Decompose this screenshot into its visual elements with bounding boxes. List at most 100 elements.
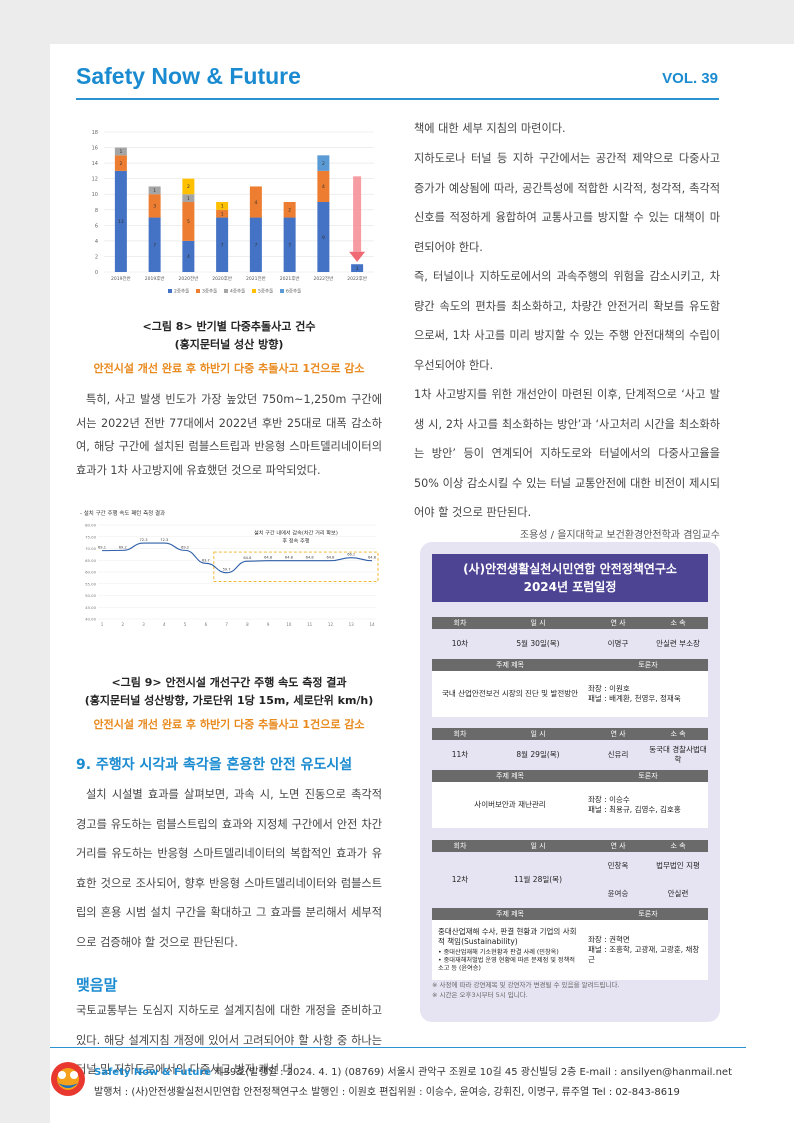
y-tick-label: 0 bbox=[95, 270, 98, 276]
header-topic: 주제 제목 bbox=[496, 772, 524, 780]
session-topic: 국내 산업안전보건 시장의 진단 및 발전방안 bbox=[441, 689, 579, 698]
bar-segment bbox=[114, 155, 127, 171]
paragraph-speed-section: 특히, 사고 발생 빈도가 가장 높았던 750m~1,250m 구간에서는 2… bbox=[76, 393, 382, 477]
bar-data-label: 2 bbox=[322, 161, 325, 167]
bar-data-label: 5 bbox=[187, 219, 190, 225]
session-panelists: 패널 : 배계환, 천영우, 정재욱 bbox=[588, 694, 681, 703]
data-point-label: 64.8 bbox=[264, 556, 273, 560]
y-tick-label: 50.00 bbox=[85, 593, 96, 598]
header-round: 회차 bbox=[453, 619, 467, 627]
session-affiliation: 법무법인 지평 bbox=[656, 861, 700, 870]
right-paragraph-2: 지하도로나 터널 등 지하 구간에서는 공간적 제약으로 다중사고 증가가 예상… bbox=[414, 152, 720, 254]
topic-row: 국내 산업안전보건 시장의 진단 및 발전방안 좌장 : 이원호 패널 : 배계… bbox=[432, 671, 708, 717]
data-point-label: 64.8 bbox=[326, 556, 335, 560]
topic-header-row: 주제 제목 토론자 bbox=[432, 659, 708, 671]
session-topic-block: 중대산업재해 수사, 판결 현황과 기업의 사회적 책임(Sustainabil… bbox=[432, 920, 588, 980]
footer-publication-info: Safety Now & Future 제39호(발행일 : 2024. 4. … bbox=[94, 1063, 732, 1078]
header-affiliation: 소 속 bbox=[670, 619, 686, 627]
forum-schedule-panel: (사)안전생활실천시민연합 안전정책연구소 2024년 포럼일정 회차 일 시 … bbox=[420, 542, 720, 1022]
x-tick-label: 2 bbox=[121, 622, 124, 627]
schedule-header-row: 회차 일 시 연 사 소 속 bbox=[432, 840, 708, 852]
y-tick-label: 8 bbox=[95, 208, 98, 214]
forum-title-line1: (사)안전생활실천시민연합 안전정책연구소 bbox=[463, 562, 677, 576]
bar-data-label: 1 bbox=[187, 196, 190, 202]
session-chair: 좌장 : 권혁면 bbox=[588, 935, 630, 944]
x-tick-label: 8 bbox=[246, 622, 249, 627]
header-round: 회차 bbox=[453, 730, 467, 738]
topic-header-row: 주제 제목 토론자 bbox=[432, 908, 708, 920]
y-tick-label: 6 bbox=[95, 223, 98, 229]
session-affiliation: 동국대 경찰사법대학 bbox=[649, 745, 707, 764]
topic-row: 중대산업재해 수사, 판결 현황과 기업의 사회적 책임(Sustainabil… bbox=[432, 920, 708, 980]
x-tick-label: 14 bbox=[369, 622, 375, 627]
session-info-row: 11차 8월 29일(목) 신유리 동국대 경찰사법대학 bbox=[432, 740, 708, 770]
header-speaker: 연 사 bbox=[610, 619, 626, 627]
bar-data-label: 4 bbox=[187, 254, 190, 260]
section9-body: 설치 시설별 효과를 살펴보면, 과속 시, 노면 진동으로 촉각적 경고를 유… bbox=[76, 788, 382, 949]
bar-segment bbox=[283, 217, 296, 272]
legend-label: 2중추돌 bbox=[174, 289, 189, 295]
x-tick-label: 2022후반 bbox=[347, 275, 367, 282]
bar-data-label: 4 bbox=[254, 200, 257, 206]
y-tick-label: 14 bbox=[92, 161, 98, 167]
bar-data-label: 7 bbox=[221, 243, 224, 249]
bar-data-label: 9 bbox=[322, 235, 325, 241]
figure8-subcaption: 안전시설 개선 완료 후 하반기 다중 추돌사고 1건으로 감소 bbox=[93, 362, 365, 375]
schedule-header-row: 회차 일 시 연 사 소 속 bbox=[432, 617, 708, 629]
chart-annotation-line2: 후 정속 주행 bbox=[282, 536, 309, 544]
data-point-label: 59.7 bbox=[223, 568, 231, 572]
data-point-label: 63.7 bbox=[202, 558, 210, 562]
y-tick-label: 10 bbox=[92, 192, 98, 198]
header-affiliation: 소 속 bbox=[670, 842, 686, 850]
y-tick-label: 65.00 bbox=[85, 558, 96, 563]
session-panel: 좌장 : 이원호 패널 : 배계환, 천영우, 정재욱 bbox=[588, 671, 708, 717]
session-panel: 좌장 : 이승수 패널 : 최용규, 김영수, 김호홍 bbox=[588, 782, 708, 828]
accident-bar-chart: 02468101214161813212019전반7312019후반451220… bbox=[92, 130, 374, 295]
session-round: 10차 bbox=[451, 639, 469, 648]
x-tick-label: 2021후반 bbox=[280, 275, 300, 282]
decrease-arrow-head bbox=[349, 251, 366, 262]
data-point-label: 64.8 bbox=[368, 556, 377, 560]
bar-segment bbox=[249, 217, 262, 272]
session-affiliations: 법무법인 지평 안실련 bbox=[648, 852, 708, 908]
bar-data-label: 1 bbox=[153, 188, 156, 194]
session-speaker: 이명구 bbox=[607, 639, 629, 648]
x-tick-label: 12 bbox=[328, 622, 334, 627]
legend-label: 5중추돌 bbox=[258, 289, 273, 295]
bar-data-label: 3 bbox=[153, 204, 156, 210]
bar-data-label: 2 bbox=[187, 184, 190, 190]
bar-segment bbox=[317, 170, 330, 202]
legend-label: 3중추돌 bbox=[202, 289, 217, 295]
y-tick-label: 4 bbox=[95, 239, 98, 245]
session-topic: 사이버보안과 재난관리 bbox=[474, 800, 546, 809]
section9-heading: 9. 주행자 시각과 촉각을 혼용한 안전 유도시설 bbox=[76, 757, 353, 773]
legend-label: 6중추돌 bbox=[286, 289, 301, 295]
author-credit: 조용성 / 을지대학교 보건환경안전학과 겸임교수 bbox=[519, 530, 720, 541]
bar-segment bbox=[182, 202, 195, 241]
figure8-caption: <그림 8> 반기별 다중추돌사고 건수 (홍지문터널 성산 방향) bbox=[76, 318, 382, 354]
header-speaker: 연 사 bbox=[610, 730, 626, 738]
y-tick-label: 12 bbox=[92, 177, 98, 183]
y-tick-label: 2 bbox=[95, 254, 98, 260]
bar-segment bbox=[182, 194, 195, 202]
forum-session-11: 회차 일 시 연 사 소 속 11차 8월 29일(목) 신유리 동국대 경찰사… bbox=[432, 728, 708, 828]
bar-data-label: 7 bbox=[254, 243, 257, 249]
y-tick-label: 18 bbox=[92, 130, 98, 136]
session-chair: 좌장 : 이승수 bbox=[588, 795, 630, 804]
bar-data-label: 1 bbox=[119, 149, 122, 155]
session-speaker: 신유리 bbox=[607, 750, 629, 759]
topic-row: 사이버보안과 재난관리 좌장 : 이승수 패널 : 최용규, 김영수, 김호홍 bbox=[432, 782, 708, 828]
forum-note-1: ※ 사정에 따라 강연제목 및 강연자가 변경될 수 있음을 알려드립니다. bbox=[432, 981, 620, 989]
bar-segment bbox=[148, 217, 161, 272]
header-discussion: 토론자 bbox=[638, 661, 658, 669]
figure9-caption-line1: <그림 9> 안전시설 개선구간 주행 속도 측정 결과 bbox=[111, 676, 347, 689]
bar-segment bbox=[317, 155, 330, 171]
speed-line-chart: - 설치 구간 주행 속도 패턴 측정 결과 40.00 45.00 50.00 55.… bbox=[80, 509, 379, 627]
y-tick-label: 70.00 bbox=[85, 546, 96, 551]
data-point-label: 64.8 bbox=[306, 556, 315, 560]
legend-swatch bbox=[168, 289, 172, 293]
data-point-label: 69.2 bbox=[119, 545, 127, 549]
session-info-row: 12차 11월 28일(목) 민창옥 윤여승 법무법인 지평 안실련 bbox=[432, 852, 708, 908]
figure9-subcaption: 안전시설 개선 완료 후 하반기 다중 추돌사고 1건으로 감소 bbox=[93, 718, 365, 731]
y-tick-label: 75.00 bbox=[85, 534, 96, 539]
